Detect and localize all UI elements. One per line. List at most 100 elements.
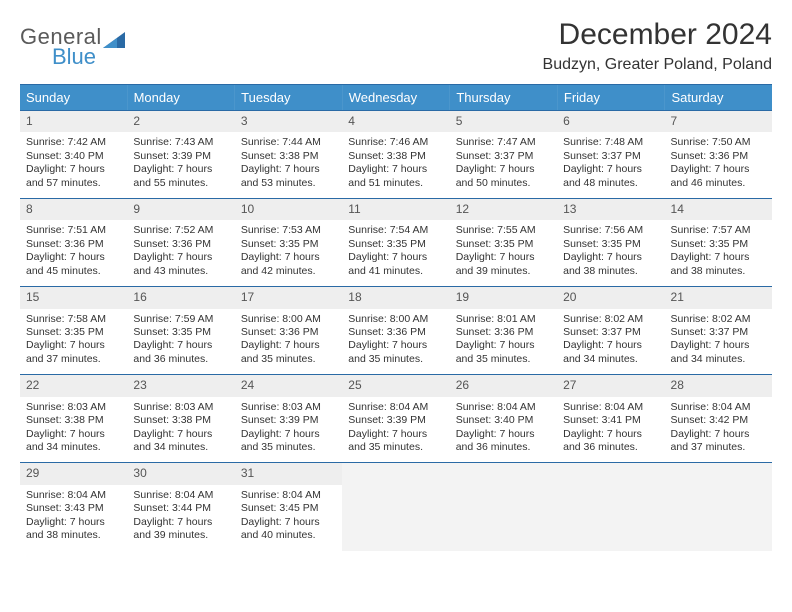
sunrise-label: Sunrise: bbox=[671, 401, 710, 413]
day-body: Sunrise: 8:04 AMSunset: 3:42 PMDaylight:… bbox=[665, 397, 772, 463]
sunrise-line: Sunrise: 7:52 AM bbox=[133, 224, 228, 237]
sunset-label: Sunset: bbox=[671, 414, 707, 426]
sunset-line: Sunset: 3:35 PM bbox=[671, 238, 766, 251]
sunrise-label: Sunrise: bbox=[241, 224, 280, 236]
day-number: 2 bbox=[127, 111, 234, 132]
dow-header: Tuesday bbox=[235, 85, 343, 110]
dow-row: SundayMondayTuesdayWednesdayThursdayFrid… bbox=[20, 85, 772, 110]
sunrise-label: Sunrise: bbox=[671, 136, 710, 148]
day-cell: 20Sunrise: 8:02 AMSunset: 3:37 PMDayligh… bbox=[557, 287, 664, 374]
day-body: Sunrise: 8:03 AMSunset: 3:38 PMDaylight:… bbox=[127, 397, 234, 463]
day-number: 21 bbox=[665, 287, 772, 308]
sunset-label: Sunset: bbox=[133, 238, 169, 250]
day-cell bbox=[450, 463, 557, 550]
sunrise-line: Sunrise: 8:04 AM bbox=[456, 401, 551, 414]
day-cell: 21Sunrise: 8:02 AMSunset: 3:37 PMDayligh… bbox=[665, 287, 772, 374]
day-body: Sunrise: 8:01 AMSunset: 3:36 PMDaylight:… bbox=[450, 309, 557, 375]
sunrise-label: Sunrise: bbox=[563, 136, 602, 148]
title-block: December 2024 Budzyn, Greater Poland, Po… bbox=[543, 18, 772, 74]
day-cell: 11Sunrise: 7:54 AMSunset: 3:35 PMDayligh… bbox=[342, 199, 449, 286]
daylight-label: Daylight: bbox=[348, 163, 389, 175]
day-number: 4 bbox=[342, 111, 449, 132]
sunrise-line: Sunrise: 8:04 AM bbox=[241, 489, 336, 502]
sunset-value: 3:38 PM bbox=[172, 414, 211, 426]
day-cell: 7Sunrise: 7:50 AMSunset: 3:36 PMDaylight… bbox=[665, 111, 772, 198]
daylight-label: Daylight: bbox=[241, 339, 282, 351]
day-cell bbox=[665, 463, 772, 550]
sunset-line: Sunset: 3:36 PM bbox=[26, 238, 121, 251]
daylight-line: Daylight: 7 hours and 51 minutes. bbox=[348, 163, 443, 190]
day-cell: 15Sunrise: 7:58 AMSunset: 3:35 PMDayligh… bbox=[20, 287, 127, 374]
week-row: 22Sunrise: 8:03 AMSunset: 3:38 PMDayligh… bbox=[20, 374, 772, 462]
sunset-line: Sunset: 3:38 PM bbox=[133, 414, 228, 427]
sunrise-label: Sunrise: bbox=[456, 313, 495, 325]
sunrise-value: 7:59 AM bbox=[175, 313, 214, 325]
sunset-value: 3:44 PM bbox=[172, 502, 211, 514]
day-cell: 17Sunrise: 8:00 AMSunset: 3:36 PMDayligh… bbox=[235, 287, 342, 374]
daylight-line: Daylight: 7 hours and 55 minutes. bbox=[133, 163, 228, 190]
sunrise-line: Sunrise: 8:03 AM bbox=[133, 401, 228, 414]
daylight-line: Daylight: 7 hours and 35 minutes. bbox=[241, 428, 336, 455]
sunset-label: Sunset: bbox=[241, 150, 277, 162]
daylight-label: Daylight: bbox=[456, 163, 497, 175]
day-number: 9 bbox=[127, 199, 234, 220]
day-body: Sunrise: 8:04 AMSunset: 3:44 PMDaylight:… bbox=[127, 485, 234, 551]
sunset-label: Sunset: bbox=[241, 414, 277, 426]
sunset-line: Sunset: 3:39 PM bbox=[133, 150, 228, 163]
week-row: 1Sunrise: 7:42 AMSunset: 3:40 PMDaylight… bbox=[20, 110, 772, 198]
daylight-line: Daylight: 7 hours and 34 minutes. bbox=[563, 339, 658, 366]
sunset-line: Sunset: 3:36 PM bbox=[348, 326, 443, 339]
sunset-label: Sunset: bbox=[26, 238, 62, 250]
sunset-label: Sunset: bbox=[348, 238, 384, 250]
sunset-value: 3:39 PM bbox=[387, 414, 426, 426]
day-cell: 26Sunrise: 8:04 AMSunset: 3:40 PMDayligh… bbox=[450, 375, 557, 462]
daylight-line: Daylight: 7 hours and 43 minutes. bbox=[133, 251, 228, 278]
logo: General Blue bbox=[20, 24, 125, 70]
sunset-value: 3:36 PM bbox=[709, 150, 748, 162]
sunset-line: Sunset: 3:38 PM bbox=[348, 150, 443, 163]
daylight-line: Daylight: 7 hours and 36 minutes. bbox=[133, 339, 228, 366]
sunset-label: Sunset: bbox=[348, 326, 384, 338]
week-row: 29Sunrise: 8:04 AMSunset: 3:43 PMDayligh… bbox=[20, 462, 772, 550]
sunrise-value: 8:03 AM bbox=[175, 401, 214, 413]
sunrise-line: Sunrise: 8:01 AM bbox=[456, 313, 551, 326]
sunrise-line: Sunrise: 8:00 AM bbox=[348, 313, 443, 326]
day-body: Sunrise: 7:50 AMSunset: 3:36 PMDaylight:… bbox=[665, 132, 772, 198]
sunrise-value: 7:44 AM bbox=[282, 136, 321, 148]
sunset-label: Sunset: bbox=[133, 326, 169, 338]
sunset-label: Sunset: bbox=[456, 150, 492, 162]
day-cell: 23Sunrise: 8:03 AMSunset: 3:38 PMDayligh… bbox=[127, 375, 234, 462]
daylight-label: Daylight: bbox=[671, 251, 712, 263]
sunrise-line: Sunrise: 8:02 AM bbox=[671, 313, 766, 326]
sunrise-value: 8:04 AM bbox=[67, 489, 106, 501]
sunset-label: Sunset: bbox=[133, 502, 169, 514]
dow-header: Monday bbox=[128, 85, 236, 110]
sunset-value: 3:39 PM bbox=[172, 150, 211, 162]
day-body: Sunrise: 7:46 AMSunset: 3:38 PMDaylight:… bbox=[342, 132, 449, 198]
day-cell: 22Sunrise: 8:03 AMSunset: 3:38 PMDayligh… bbox=[20, 375, 127, 462]
sunrise-line: Sunrise: 7:48 AM bbox=[563, 136, 658, 149]
day-cell: 12Sunrise: 7:55 AMSunset: 3:35 PMDayligh… bbox=[450, 199, 557, 286]
day-cell: 13Sunrise: 7:56 AMSunset: 3:35 PMDayligh… bbox=[557, 199, 664, 286]
daylight-line: Daylight: 7 hours and 35 minutes. bbox=[241, 339, 336, 366]
daylight-line: Daylight: 7 hours and 48 minutes. bbox=[563, 163, 658, 190]
sunset-line: Sunset: 3:40 PM bbox=[456, 414, 551, 427]
daylight-line: Daylight: 7 hours and 50 minutes. bbox=[456, 163, 551, 190]
day-number: 17 bbox=[235, 287, 342, 308]
sunrise-value: 7:55 AM bbox=[497, 224, 536, 236]
sunrise-line: Sunrise: 8:04 AM bbox=[133, 489, 228, 502]
sunset-value: 3:37 PM bbox=[602, 150, 641, 162]
sunset-value: 3:43 PM bbox=[65, 502, 104, 514]
sunset-label: Sunset: bbox=[563, 238, 599, 250]
sunrise-value: 7:43 AM bbox=[175, 136, 214, 148]
sunset-value: 3:36 PM bbox=[387, 326, 426, 338]
sunrise-label: Sunrise: bbox=[348, 136, 387, 148]
sunset-line: Sunset: 3:35 PM bbox=[133, 326, 228, 339]
sunrise-label: Sunrise: bbox=[133, 313, 172, 325]
daylight-label: Daylight: bbox=[456, 251, 497, 263]
daylight-line: Daylight: 7 hours and 34 minutes. bbox=[671, 339, 766, 366]
sunset-line: Sunset: 3:35 PM bbox=[563, 238, 658, 251]
daylight-label: Daylight: bbox=[26, 251, 67, 263]
daylight-line: Daylight: 7 hours and 35 minutes. bbox=[456, 339, 551, 366]
day-number: 29 bbox=[20, 463, 127, 484]
